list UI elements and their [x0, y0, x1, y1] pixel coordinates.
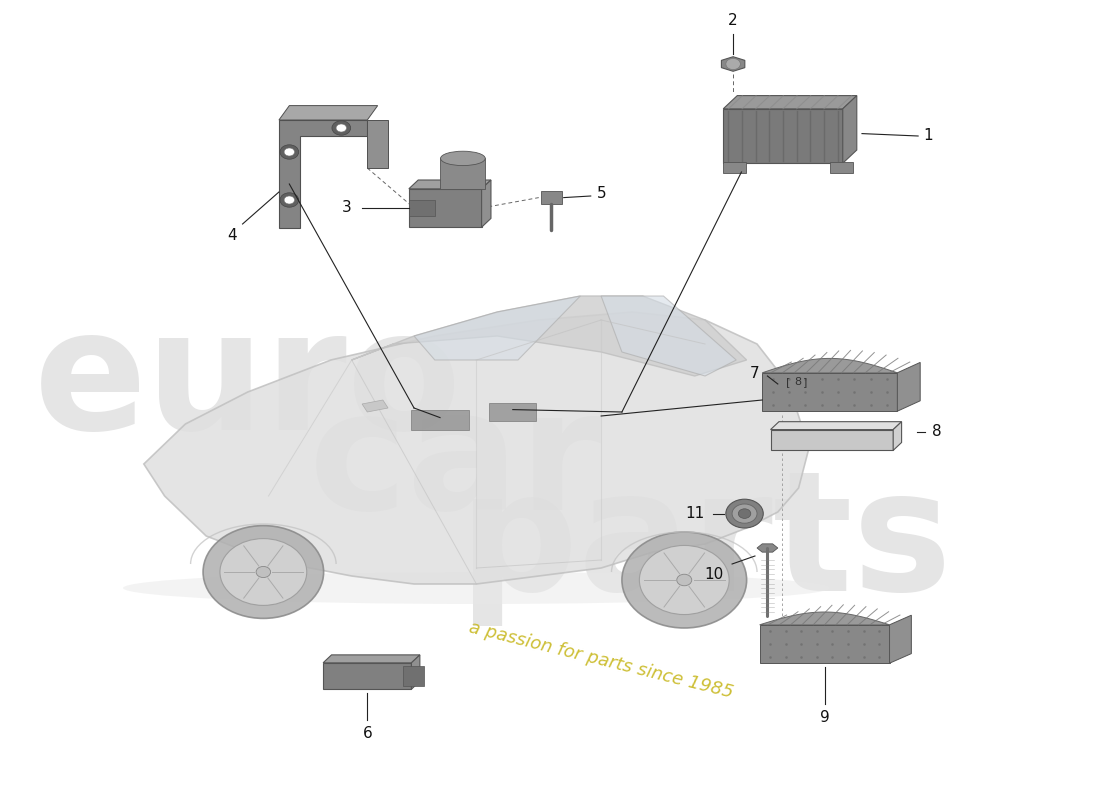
Polygon shape: [409, 180, 491, 189]
Polygon shape: [723, 162, 746, 173]
Text: parts: parts: [459, 462, 952, 626]
Polygon shape: [760, 625, 890, 663]
Circle shape: [726, 499, 763, 528]
Circle shape: [256, 566, 271, 578]
Text: 11: 11: [685, 506, 705, 521]
Polygon shape: [898, 362, 921, 411]
Polygon shape: [367, 120, 388, 168]
Circle shape: [204, 526, 323, 618]
Polygon shape: [723, 96, 857, 109]
Text: 5: 5: [597, 186, 606, 201]
Circle shape: [220, 538, 307, 606]
Polygon shape: [770, 422, 902, 430]
Polygon shape: [362, 400, 388, 412]
Polygon shape: [890, 615, 912, 663]
Polygon shape: [414, 296, 581, 360]
Text: 10: 10: [704, 567, 724, 582]
Polygon shape: [757, 544, 778, 552]
Polygon shape: [482, 180, 491, 227]
Polygon shape: [409, 189, 482, 227]
Polygon shape: [144, 312, 808, 584]
Polygon shape: [760, 612, 890, 625]
Text: 7: 7: [749, 366, 759, 381]
Text: car: car: [309, 382, 603, 546]
Text: 6: 6: [362, 726, 372, 742]
Circle shape: [284, 196, 295, 204]
Polygon shape: [409, 200, 434, 216]
Polygon shape: [490, 403, 536, 421]
Text: 3: 3: [342, 201, 352, 215]
Text: a passion for parts since 1985: a passion for parts since 1985: [468, 618, 735, 702]
Polygon shape: [723, 109, 843, 163]
Text: 8: 8: [932, 425, 942, 439]
Polygon shape: [601, 296, 736, 376]
Polygon shape: [323, 662, 411, 689]
Polygon shape: [352, 296, 747, 376]
Circle shape: [621, 532, 747, 628]
Circle shape: [280, 193, 299, 207]
Circle shape: [284, 148, 295, 156]
Circle shape: [337, 124, 346, 132]
Text: ]: ]: [803, 378, 807, 387]
Polygon shape: [411, 655, 420, 689]
Polygon shape: [770, 430, 893, 450]
Ellipse shape: [440, 151, 485, 166]
Polygon shape: [843, 96, 857, 163]
Text: 9: 9: [820, 710, 829, 726]
Text: 4: 4: [228, 228, 236, 243]
Polygon shape: [722, 57, 745, 71]
Text: 2: 2: [728, 13, 738, 28]
Text: [: [: [786, 378, 791, 387]
Circle shape: [738, 509, 751, 518]
Polygon shape: [403, 666, 424, 686]
Polygon shape: [279, 106, 377, 120]
Circle shape: [676, 574, 692, 586]
Circle shape: [280, 145, 299, 159]
Polygon shape: [762, 373, 898, 411]
Polygon shape: [323, 655, 420, 662]
Polygon shape: [440, 158, 485, 189]
Circle shape: [332, 121, 351, 135]
Polygon shape: [762, 358, 898, 373]
Polygon shape: [541, 191, 562, 204]
Text: 1: 1: [923, 129, 933, 143]
Polygon shape: [830, 162, 854, 173]
Circle shape: [733, 504, 757, 523]
Circle shape: [639, 546, 729, 614]
Text: euro: euro: [34, 302, 462, 466]
Ellipse shape: [123, 572, 829, 604]
Polygon shape: [893, 422, 902, 450]
Text: 8: 8: [794, 378, 802, 387]
Polygon shape: [411, 410, 469, 430]
Circle shape: [726, 58, 740, 70]
Polygon shape: [279, 120, 367, 228]
